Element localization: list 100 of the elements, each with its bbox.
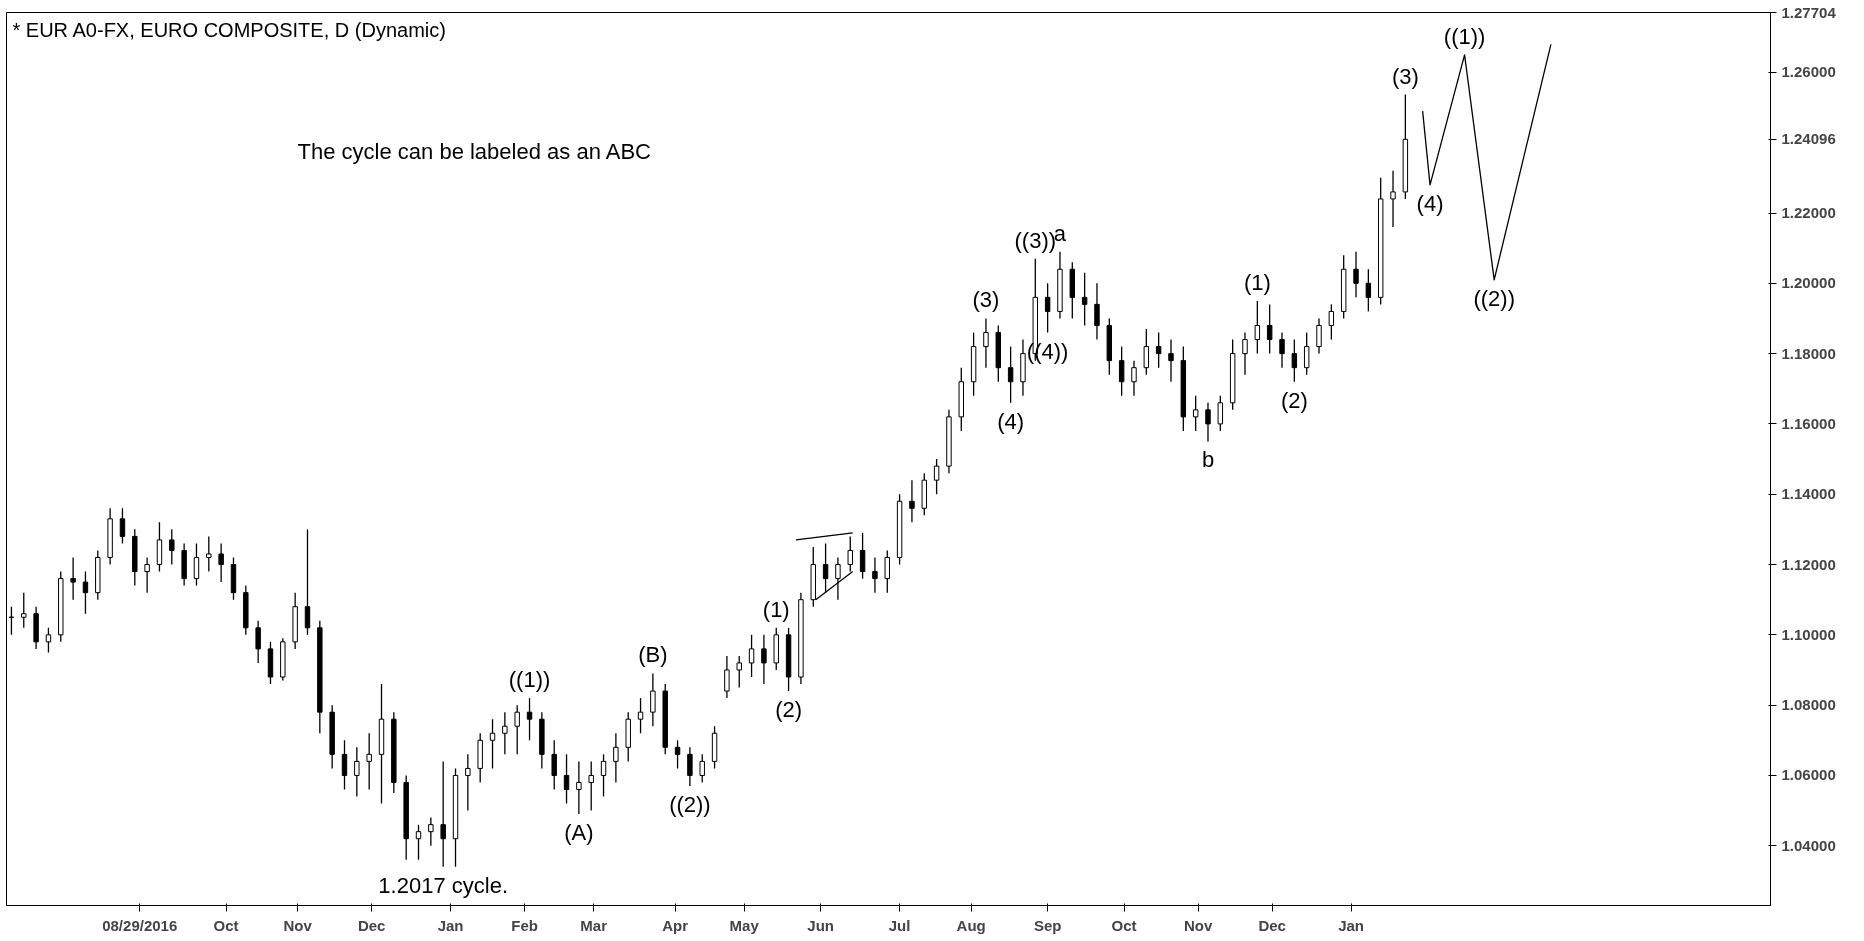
x-tick-label: Apr	[662, 916, 689, 934]
annotation: ((1))	[1443, 23, 1486, 49]
candlestick	[588, 760, 594, 812]
y-tick-label: 1.18000	[1781, 344, 1836, 362]
y-tick-label: 1.16000	[1781, 414, 1836, 432]
candlestick	[169, 528, 175, 566]
x-tick-label: Aug	[956, 916, 986, 934]
candlestick	[724, 655, 730, 699]
candlestick	[526, 697, 533, 741]
candlestick	[1328, 303, 1335, 341]
annotation: (B)	[638, 642, 668, 668]
candlestick	[736, 655, 742, 689]
y-tick-label: 1.14000	[1781, 485, 1836, 503]
x-tick-label: 08/29/2016	[102, 916, 178, 934]
candlestick	[699, 753, 705, 784]
x-tick-label: May	[729, 916, 760, 934]
candlestick	[70, 556, 76, 601]
candlestick	[884, 549, 890, 594]
x-tick-label: Nov	[1183, 916, 1213, 934]
candlestick	[650, 672, 656, 727]
candlestick	[1242, 331, 1248, 376]
candlestick	[82, 570, 89, 615]
candlestick	[600, 753, 607, 798]
x-tick-label: Sep	[1033, 916, 1062, 934]
x-tick-label: Jan	[1338, 916, 1365, 934]
y-tick-label: 1.22000	[1781, 204, 1836, 222]
annotation: ((2))	[669, 791, 711, 817]
candlestick	[637, 697, 644, 734]
annotation: ((1))	[508, 667, 551, 693]
annotation: b	[1201, 447, 1215, 473]
candlestick	[1155, 331, 1162, 369]
candlestick	[1131, 359, 1137, 397]
candlestick	[206, 535, 212, 573]
annotation: (4)	[997, 408, 1025, 434]
x-tick-label: Jun	[807, 916, 834, 934]
annotation: The cycle can be labeled as an ABC	[297, 139, 652, 165]
candlestick	[1118, 345, 1125, 397]
candlestick	[1303, 331, 1310, 376]
x-tick-label: Mar	[580, 916, 608, 934]
candlestick	[613, 732, 619, 784]
candlestick	[502, 711, 508, 755]
annotation: ((2))	[1473, 285, 1515, 311]
candlestick	[1007, 345, 1014, 404]
annotation: (A)	[564, 820, 594, 846]
candlestick	[1254, 300, 1261, 355]
x-tick-label: Oct	[213, 916, 239, 934]
x-tick-label: Dec	[1258, 916, 1286, 934]
x-tick-label: Jan	[437, 916, 464, 934]
candlestick	[1081, 272, 1088, 327]
candlestick	[576, 760, 582, 815]
candlestick	[909, 479, 915, 523]
candlestick	[354, 746, 360, 798]
candlestick	[859, 532, 866, 580]
candlestick	[489, 718, 496, 770]
y-tick-label: 1.10000	[1781, 625, 1836, 643]
candlestick	[1266, 303, 1273, 355]
candlestick	[1044, 282, 1051, 334]
candlestick	[415, 824, 422, 861]
candlestick	[1390, 170, 1396, 228]
candlestick	[218, 542, 224, 583]
x-tick-label: Jul	[888, 916, 911, 934]
candlestick	[551, 739, 557, 791]
annotation: (4)	[1416, 190, 1444, 216]
candlestick	[563, 753, 570, 805]
candlestick	[304, 528, 311, 636]
candlestick	[761, 634, 767, 685]
y-tick-label: 1.26000	[1781, 63, 1836, 81]
candlestick	[872, 556, 878, 594]
annotation: (3)	[972, 287, 1000, 313]
candlestick	[45, 627, 52, 654]
candlestick	[1365, 268, 1372, 313]
x-tick-label: Dec	[357, 916, 386, 934]
candlestick	[1353, 251, 1359, 299]
y-tick-label: 1.20000	[1781, 274, 1836, 292]
y-tick-label: 1.27704	[1781, 3, 1837, 21]
candlestick	[440, 760, 446, 868]
candlestick	[514, 704, 520, 755]
annotation: (3)	[1391, 63, 1419, 89]
candlestick	[1279, 331, 1285, 369]
candlestick	[119, 507, 126, 545]
candlestick	[1168, 338, 1174, 383]
candlestick	[428, 816, 434, 847]
x-tick-label: Feb	[511, 916, 538, 934]
candlestick	[465, 753, 471, 812]
candlestick	[687, 746, 693, 787]
annotation: 1.2017 cycle.	[378, 872, 508, 898]
chart-title: * EUR A0-FX, EURO COMPOSITE, D (Dynamic)	[12, 18, 446, 41]
candlestick	[255, 620, 261, 664]
y-tick-label: 1.24096	[1781, 130, 1836, 148]
y-tick-label: 1.06000	[1781, 766, 1836, 784]
candlestick	[1094, 282, 1100, 341]
candlestick	[144, 556, 150, 594]
candlestick	[933, 458, 940, 495]
y-tick-label: 1.04000	[1781, 836, 1836, 854]
candlestick	[1205, 402, 1211, 443]
y-tick-label: 1.12000	[1781, 555, 1836, 573]
annotation: (1)	[1243, 269, 1271, 295]
x-tick-label: Nov	[283, 916, 313, 934]
candlestick	[193, 542, 200, 587]
candlestick	[1291, 338, 1298, 383]
